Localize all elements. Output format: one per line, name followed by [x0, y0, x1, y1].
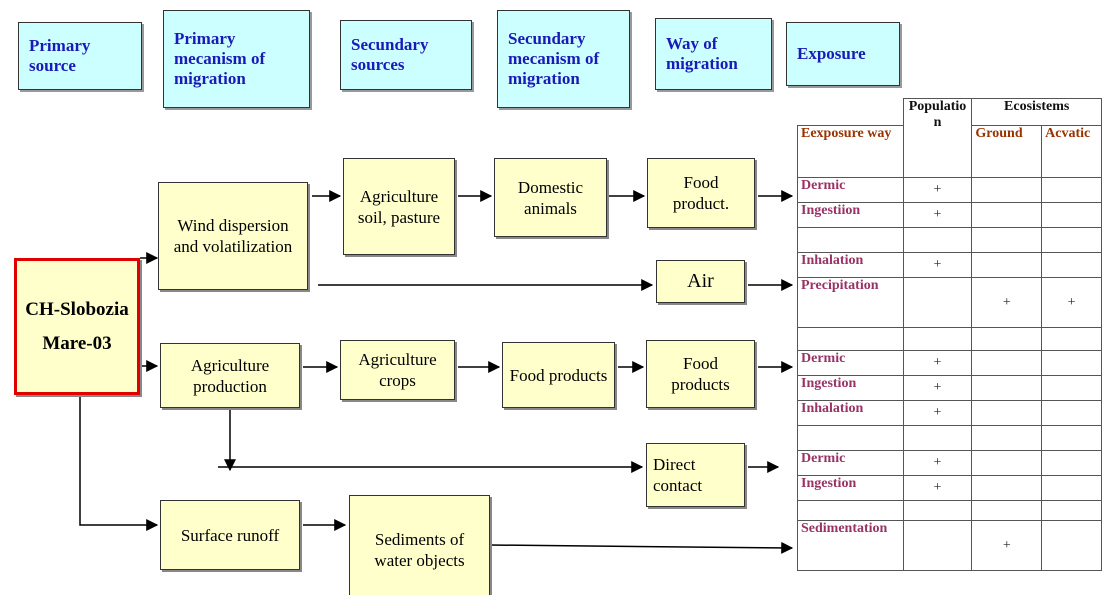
- table-cell: [1041, 475, 1102, 501]
- table-cell: +: [902, 375, 973, 401]
- table-cell: Dermic: [797, 450, 904, 476]
- table-cell: Ingestion: [797, 375, 904, 401]
- table-cell: +: [971, 520, 1043, 571]
- table-header: Ground: [971, 125, 1043, 178]
- table-cell: [797, 98, 904, 126]
- table-cell: [971, 500, 1043, 521]
- table-cell: [1041, 202, 1102, 228]
- table-cell: Ingestiion: [797, 202, 904, 228]
- table-cell: Dermic: [797, 177, 904, 203]
- table-cell: [1041, 400, 1102, 426]
- table-cell: [1041, 375, 1102, 401]
- header-box: Secundary sources: [340, 20, 472, 90]
- table-cell: [1041, 327, 1102, 351]
- table-cell: [971, 177, 1043, 203]
- node-box: Domestic animals: [494, 158, 607, 237]
- table-cell: +: [902, 450, 973, 476]
- header-box: Primary source: [18, 22, 142, 90]
- table-cell: [971, 327, 1043, 351]
- table-cell: [902, 277, 973, 328]
- node-box: Wind dispersion and volatilization: [158, 182, 308, 290]
- table-cell: [971, 450, 1043, 476]
- table-cell: [971, 252, 1043, 278]
- node-box: Air: [656, 260, 745, 303]
- node-box: Agriculture production: [160, 343, 300, 408]
- node-box: Food products: [646, 340, 755, 408]
- header-box: Exposure: [786, 22, 900, 86]
- table-cell: Inhalation: [797, 252, 904, 278]
- table-cell: [971, 425, 1043, 451]
- table-cell: [1041, 450, 1102, 476]
- table-cell: Dermic: [797, 350, 904, 376]
- table-cell: Inhalation: [797, 400, 904, 426]
- table-cell: +: [902, 202, 973, 228]
- table-cell: [1041, 520, 1102, 571]
- table-header: Population: [902, 98, 973, 178]
- table-cell: [971, 375, 1043, 401]
- node-box: Agriculture soil, pasture: [343, 158, 455, 255]
- table-cell: +: [902, 475, 973, 501]
- table-cell: [797, 227, 904, 253]
- table-cell: [902, 520, 973, 571]
- table-cell: [1041, 227, 1102, 253]
- table-header: Acvatic: [1041, 125, 1102, 178]
- table-header: Eexposure way: [797, 125, 904, 178]
- table-cell: [1041, 425, 1102, 451]
- table-cell: +: [902, 350, 973, 376]
- exposure-table: Population Ecosistems Eexposure way Ground A…: [797, 98, 1102, 571]
- table-cell: [971, 202, 1043, 228]
- table-cell: Ingestion: [797, 475, 904, 501]
- table-cell: [1041, 350, 1102, 376]
- table-cell: +: [902, 400, 973, 426]
- node-box: Food product.: [647, 158, 755, 228]
- table-cell: [971, 400, 1043, 426]
- node-box: Sediments of water objects: [349, 495, 490, 595]
- table-cell: +: [902, 177, 973, 203]
- table-cell: [971, 475, 1043, 501]
- table-cell: [1041, 500, 1102, 521]
- table-cell: [902, 327, 973, 351]
- table-cell: [902, 425, 973, 451]
- node-box: Food products: [502, 342, 615, 408]
- node-box: Surface runoff: [160, 500, 300, 570]
- table-cell: [797, 500, 904, 521]
- node-box: CH-Slobozia Mare-03: [14, 258, 140, 395]
- header-box: Way of migration: [655, 18, 772, 90]
- table-cell: +: [971, 277, 1043, 328]
- node-box: Direct contact: [646, 443, 745, 507]
- arrow-lines: [79, 190, 794, 554]
- table-cell: [1041, 177, 1102, 203]
- table-cell: [971, 227, 1043, 253]
- table-cell: [902, 227, 973, 253]
- table-cell: Precipitation: [797, 277, 904, 328]
- table-cell: +: [902, 252, 973, 278]
- table-cell: [902, 500, 973, 521]
- header-box: Secundary mecanism of migration: [497, 10, 630, 108]
- table-cell: [1041, 252, 1102, 278]
- table-cell: +: [1041, 277, 1102, 328]
- table-cell: [797, 327, 904, 351]
- table-cell: Sedimentation: [797, 520, 904, 571]
- header-box: Primary mecanism of migration: [163, 10, 310, 108]
- table-cell: [971, 350, 1043, 376]
- node-box: Agriculture crops: [340, 340, 455, 400]
- table-cell: [797, 425, 904, 451]
- table-header: Ecosistems: [971, 98, 1102, 126]
